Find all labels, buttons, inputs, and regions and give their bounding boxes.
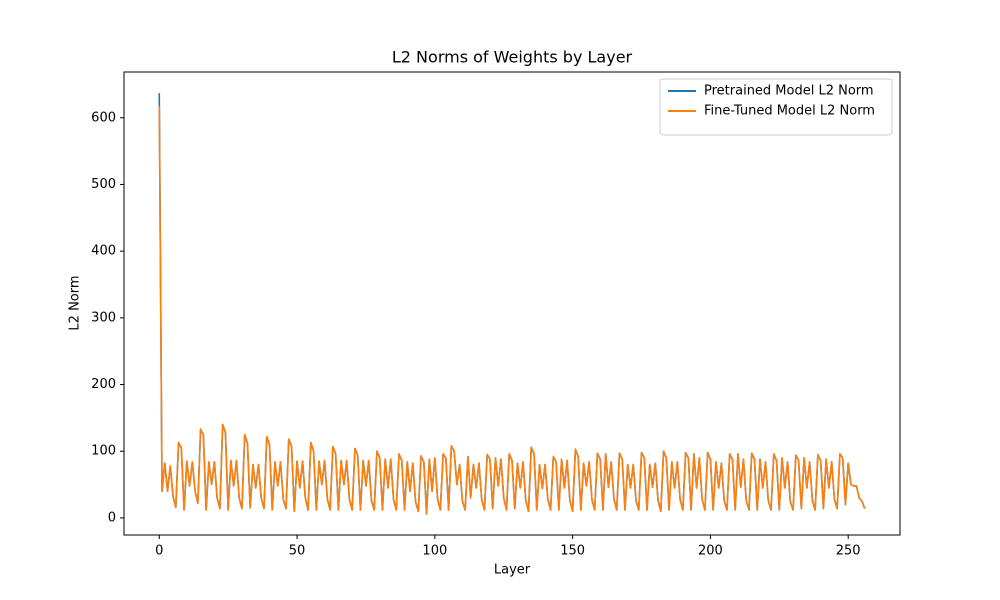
y-axis-label: L2 Norm [68,275,83,330]
x-tick-label: 250 [836,544,861,559]
x-tick-label: 50 [289,544,306,559]
x-tick-label: 150 [560,544,585,559]
chart-title: L2 Norms of Weights by Layer [392,48,633,67]
y-tick-label: 300 [91,310,116,325]
y-tick-label: 200 [91,377,116,392]
x-tick-label: 0 [155,544,163,559]
y-tick-label: 500 [91,177,116,192]
x-tick-label: 100 [422,544,447,559]
legend-box [659,78,893,136]
legend-label: Pretrained Model L2 Norm [704,84,874,99]
x-axis-label: Layer [494,563,531,578]
y-tick-label: 600 [91,110,116,125]
axes-frame [123,71,901,536]
x-tick-label: 200 [698,544,723,559]
y-tick-label: 100 [91,444,116,459]
y-tick-label: 400 [91,244,116,259]
legend-label: Fine-Tuned Model L2 Norm [704,104,875,119]
legend: Pretrained Model L2 Norm Fine-Tuned Model… [659,78,893,136]
y-tick-label: 0 [108,510,116,525]
series-line [158,106,866,515]
